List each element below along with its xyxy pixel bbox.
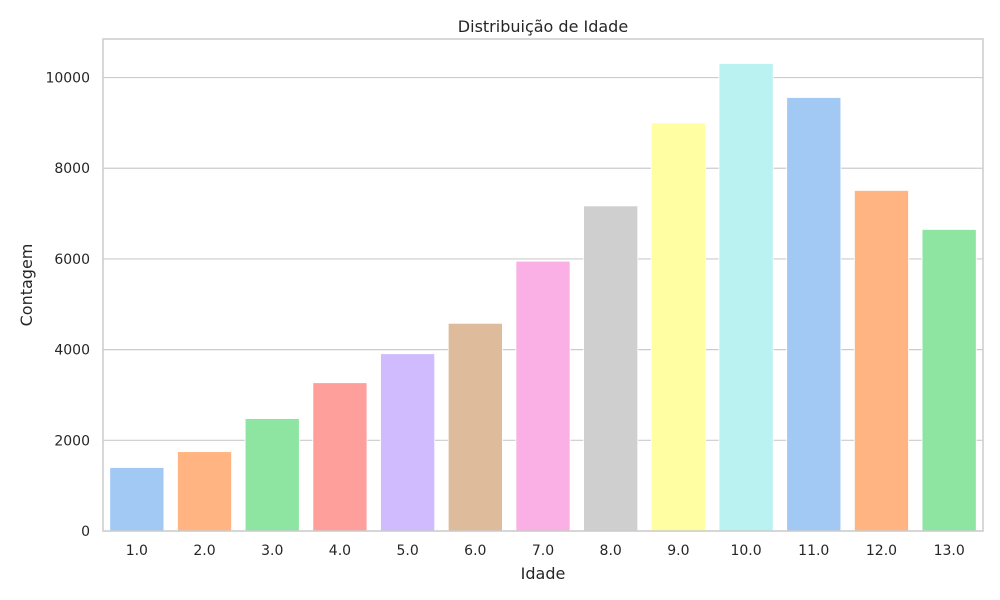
y-tick-label: 4000 [54, 343, 90, 359]
bar [786, 97, 842, 532]
plot-frame [102, 38, 984, 532]
bar [515, 260, 571, 532]
x-tick-label: 7.0 [532, 543, 554, 559]
bar [109, 467, 165, 532]
bar [718, 63, 774, 532]
y-tick-label: 6000 [54, 252, 90, 268]
x-tick-label: 1.0 [126, 543, 148, 559]
bar [380, 353, 436, 532]
bar [921, 229, 977, 532]
y-tick-label: 10000 [45, 71, 90, 87]
bar [853, 190, 909, 532]
x-tick-label: 3.0 [261, 543, 283, 559]
x-tick-label: 4.0 [329, 543, 351, 559]
x-tick-label: 11.0 [798, 543, 829, 559]
x-tick-label: 2.0 [193, 543, 215, 559]
bar [447, 322, 503, 532]
bar [312, 382, 368, 532]
bar [244, 418, 300, 532]
x-tick-label: 13.0 [934, 543, 965, 559]
chart-title: Distribuição de Idade [458, 17, 628, 36]
x-tick-labels: 1.0 2.0 3.0 4.0 5.0 6.0 7.0 8.0 9.0 10.0 11.0 12.0 1… [126, 543, 965, 559]
bar [583, 205, 639, 532]
x-tick-label: 5.0 [396, 543, 418, 559]
y-tick-labels: 0 2000 4000 6000 8000 10000 [45, 71, 90, 540]
x-tick-label: 10.0 [730, 543, 761, 559]
y-tick-label: 0 [81, 524, 90, 540]
bar [650, 122, 706, 532]
y-axis-label: Contagem [17, 244, 36, 327]
bar [177, 451, 233, 532]
x-tick-label: 12.0 [866, 543, 897, 559]
x-tick-label: 8.0 [600, 543, 622, 559]
x-axis-label: Idade [521, 564, 566, 583]
bars [109, 63, 977, 532]
x-tick-label: 9.0 [667, 543, 689, 559]
y-tick-label: 8000 [54, 161, 90, 177]
x-tick-label: 6.0 [464, 543, 486, 559]
y-tick-label: 2000 [54, 433, 90, 449]
